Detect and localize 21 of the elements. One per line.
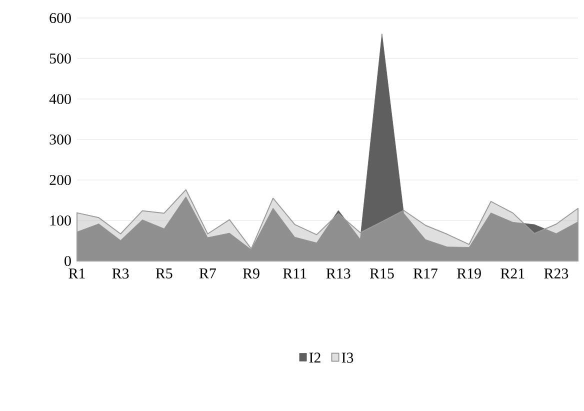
legend-label: I2: [309, 352, 320, 363]
x-tick-label: R15: [370, 268, 394, 279]
x-tick-label: R9: [242, 268, 260, 279]
x-tick-label: R19: [457, 268, 481, 279]
x-tick-label: R17: [414, 268, 438, 278]
y-tick-label: 300: [50, 134, 71, 145]
x-tick-label: R3: [112, 268, 129, 279]
y-tick-label: 600: [50, 12, 71, 24]
legend-label: I3: [342, 352, 354, 363]
y-tick-label: 100: [50, 215, 71, 226]
x-tick-label: R21: [500, 268, 524, 278]
x-tick-label: R1: [68, 268, 85, 278]
x-tick-label: R13: [326, 268, 350, 279]
x-tick-label: R23: [544, 268, 568, 279]
x-tick-label: R5: [156, 268, 172, 278]
y-tick-label: 200: [50, 174, 71, 186]
y-tick-label: 400: [49, 94, 71, 104]
y-tick-label: 0: [64, 256, 71, 266]
x-tick-label: R7: [199, 268, 216, 278]
x-tick-label: R11: [283, 268, 306, 278]
y-tick-label: 500: [50, 53, 71, 64]
